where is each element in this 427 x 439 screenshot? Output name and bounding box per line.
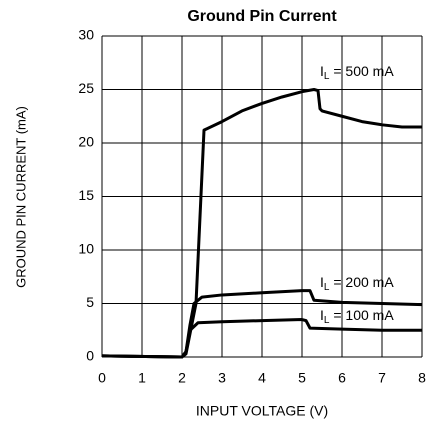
series-line <box>101 318 422 359</box>
x-axis-label: INPUT VOLTAGE (V) <box>196 403 328 419</box>
label-sub: L <box>324 282 330 293</box>
series-label: IL = 100 mA <box>320 307 394 326</box>
x-tick-label: 7 <box>378 370 386 386</box>
label-text: = 200 mA <box>329 274 394 290</box>
x-tick-label: 4 <box>258 370 266 386</box>
y-tick-label: 5 <box>86 294 94 310</box>
series-label: IL = 200 mA <box>320 274 394 293</box>
label-sub: L <box>324 315 330 326</box>
y-tick-label: 15 <box>78 187 94 203</box>
chart-title: Ground Pin Current <box>187 8 337 25</box>
y-axis-label: GROUND PIN CURRENT (mA) <box>13 106 28 288</box>
label-text: I <box>320 307 324 323</box>
label-text: I <box>320 63 324 79</box>
x-tick-label: 3 <box>218 370 226 386</box>
x-tick-label: 1 <box>138 370 146 386</box>
x-tick-label: 0 <box>98 370 106 386</box>
series-label: IL = 500 mA <box>320 63 394 82</box>
y-tick-label: 20 <box>78 134 94 150</box>
x-tick-label: 2 <box>178 370 186 386</box>
x-tick-label: 8 <box>418 370 426 386</box>
y-tick-label: 0 <box>86 348 94 364</box>
x-tick-label: 5 <box>298 370 306 386</box>
y-tick-label: 30 <box>78 27 94 43</box>
label-text: = 500 mA <box>329 63 394 79</box>
label-text: = 100 mA <box>329 307 394 323</box>
x-tick-label: 6 <box>338 370 346 386</box>
label-text: I <box>320 274 324 290</box>
y-tick-label: 25 <box>78 80 94 96</box>
label-sub: L <box>324 71 330 82</box>
y-tick-label: 10 <box>78 241 94 257</box>
